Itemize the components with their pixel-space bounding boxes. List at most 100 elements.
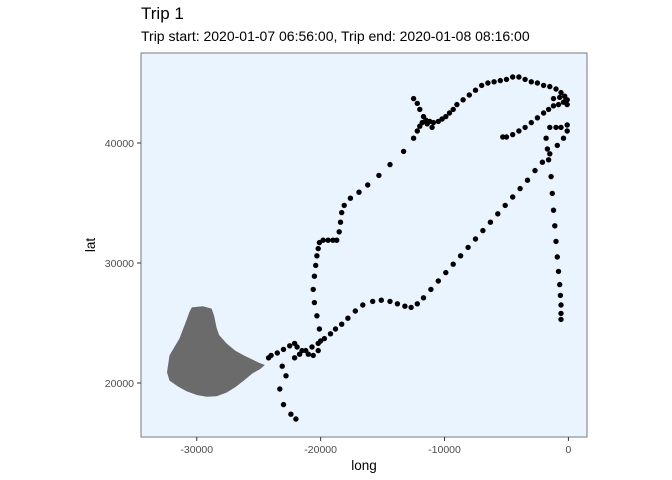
data-point bbox=[522, 76, 528, 83]
data-point bbox=[310, 286, 316, 293]
data-point bbox=[555, 268, 562, 275]
y-axis-title: lat bbox=[83, 238, 98, 253]
data-point bbox=[376, 172, 382, 179]
data-point bbox=[560, 135, 567, 141]
data-point bbox=[545, 106, 552, 113]
data-point bbox=[347, 195, 354, 201]
data-point bbox=[280, 401, 287, 408]
data-point bbox=[547, 83, 553, 90]
data-point bbox=[394, 301, 401, 307]
x-tick-label: -20000 bbox=[304, 444, 337, 456]
x-tick-label: -30000 bbox=[180, 444, 213, 456]
data-point bbox=[540, 82, 547, 89]
data-point bbox=[502, 202, 508, 209]
data-point bbox=[558, 310, 564, 317]
data-point bbox=[528, 119, 534, 126]
data-point bbox=[280, 346, 287, 353]
data-point bbox=[557, 292, 564, 299]
points-layer bbox=[265, 74, 570, 422]
data-point bbox=[311, 299, 318, 306]
data-point bbox=[545, 157, 552, 163]
data-point bbox=[314, 313, 320, 319]
data-point bbox=[472, 87, 479, 93]
data-point bbox=[294, 344, 300, 350]
data-point bbox=[510, 131, 516, 138]
data-point bbox=[555, 101, 562, 108]
data-point bbox=[424, 121, 430, 127]
y-tick-label: 30000 bbox=[105, 258, 134, 270]
data-point bbox=[443, 113, 449, 120]
y-tick-label: 20000 bbox=[105, 378, 134, 390]
data-point bbox=[316, 326, 323, 332]
data-point bbox=[466, 92, 472, 98]
data-point bbox=[360, 302, 366, 308]
data-point bbox=[558, 302, 564, 308]
data-point bbox=[460, 97, 466, 103]
data-point bbox=[414, 100, 420, 107]
data-point bbox=[336, 229, 342, 235]
data-point bbox=[370, 298, 376, 305]
data-point bbox=[429, 124, 435, 131]
data-point bbox=[547, 124, 553, 131]
data-point bbox=[522, 124, 528, 131]
data-point bbox=[387, 161, 393, 168]
data-point bbox=[277, 386, 283, 392]
data-point bbox=[402, 303, 408, 309]
data-point bbox=[410, 95, 417, 102]
data-point bbox=[544, 146, 551, 152]
data-point bbox=[528, 79, 534, 85]
data-point bbox=[549, 190, 555, 197]
data-point bbox=[430, 119, 437, 126]
data-point bbox=[299, 347, 305, 354]
data-point bbox=[443, 269, 449, 276]
data-point bbox=[317, 338, 324, 344]
data-point bbox=[450, 261, 456, 267]
data-point bbox=[547, 151, 553, 157]
data-point bbox=[339, 321, 345, 327]
data-point bbox=[495, 211, 501, 217]
data-point bbox=[332, 326, 339, 332]
data-point bbox=[356, 189, 362, 195]
data-point bbox=[564, 128, 570, 134]
y-tick-label: 40000 bbox=[105, 138, 134, 150]
data-point bbox=[320, 237, 326, 243]
data-point bbox=[558, 124, 564, 131]
data-point bbox=[500, 134, 506, 140]
data-point bbox=[465, 244, 471, 251]
data-point bbox=[352, 308, 358, 314]
data-point bbox=[554, 254, 560, 260]
data-point bbox=[457, 253, 464, 259]
data-point bbox=[534, 115, 541, 121]
data-point bbox=[291, 355, 298, 361]
data-point bbox=[550, 95, 557, 102]
data-point bbox=[315, 245, 321, 252]
data-point bbox=[510, 74, 516, 80]
data-point bbox=[446, 110, 453, 116]
data-point bbox=[472, 236, 479, 242]
data-point bbox=[313, 262, 319, 269]
data-point bbox=[274, 350, 280, 356]
data-point bbox=[334, 237, 340, 243]
data-point bbox=[341, 202, 347, 209]
data-point bbox=[287, 343, 293, 349]
data-point bbox=[497, 77, 503, 84]
y-axis: 20000 30000 40000 bbox=[105, 138, 141, 390]
data-point bbox=[550, 103, 557, 109]
x-tick-label: 0 bbox=[565, 444, 571, 456]
data-point bbox=[339, 209, 345, 216]
data-point bbox=[510, 194, 516, 200]
data-point bbox=[487, 219, 494, 225]
data-point bbox=[553, 86, 559, 92]
data-point bbox=[293, 416, 299, 422]
data-point bbox=[420, 295, 427, 301]
data-point bbox=[548, 173, 554, 180]
data-point bbox=[378, 297, 384, 303]
data-point bbox=[480, 227, 486, 234]
chart-subtitle: Trip start: 2020-01-07 06:56:00, Trip en… bbox=[141, 28, 530, 44]
data-point bbox=[337, 219, 344, 225]
data-point bbox=[553, 238, 559, 245]
data-point bbox=[327, 331, 334, 337]
data-point bbox=[534, 80, 541, 86]
data-point bbox=[305, 351, 311, 357]
